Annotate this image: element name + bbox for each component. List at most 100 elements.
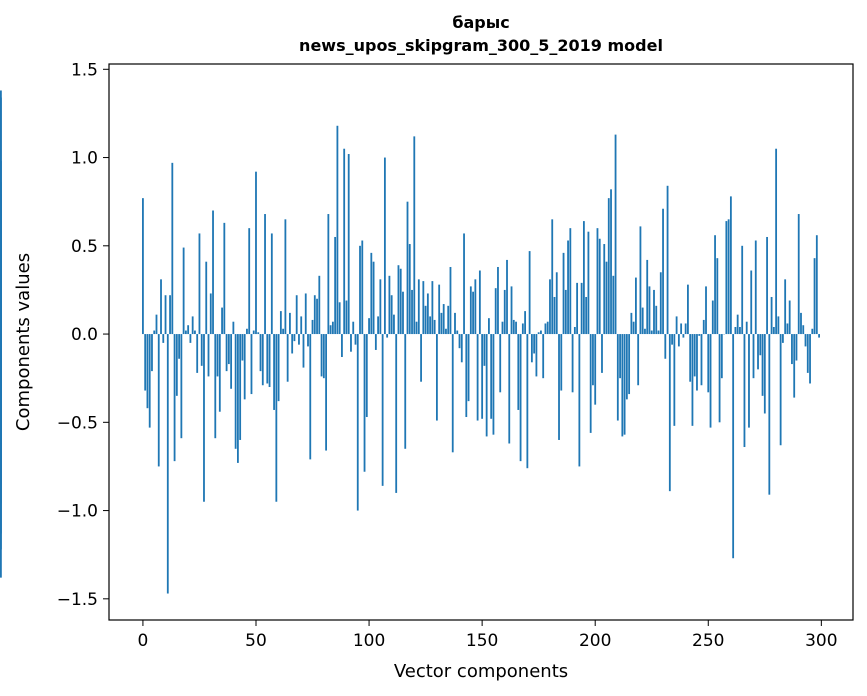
bar-component-94 [354,334,357,345]
bar-component-143 [465,334,468,418]
bar-component-291 [800,312,802,335]
bar-component-18 [182,247,185,335]
bar-component-26 [200,334,203,366]
bar-component-251 [709,334,712,428]
bar-component-100 [368,318,370,335]
bar-component-65 [289,312,291,335]
bar-component-283 [781,334,784,343]
bar-component-182 [553,296,556,335]
bar-component-149 [478,270,481,335]
bar-component-57 [270,233,273,335]
bar-component-212 [621,334,624,437]
bar-component-31 [212,210,214,335]
bar-component-176 [540,330,542,335]
chart-title: барыс [452,13,509,32]
bar-component-132 [440,312,443,335]
bar-component-83 [329,325,332,335]
bar-component-235 [673,334,676,426]
bar-component-54 [264,214,266,335]
bar-component-7 [157,334,160,467]
y-axis: −1.5 −1.0 −0.5 0.0 0.5 1.0 1.5 [57,60,109,610]
bar-component-231 [664,334,667,359]
bar-component-261 [732,334,735,559]
bar-component-72 [304,293,307,335]
bar-component-256 [720,334,723,379]
bar-component-284 [784,279,787,335]
bar-component-153 [488,318,490,335]
bar-component-194 [580,282,583,335]
bar-component-214 [625,334,628,400]
bar-component-151 [483,334,486,366]
bar-component-196 [585,296,588,335]
bar-component-106 [381,334,384,486]
bar-component-11 [166,334,169,594]
bar-component-73 [307,334,309,347]
bar-component-27 [203,334,205,502]
bar-component-55 [266,334,269,384]
bar-component-93 [352,321,355,335]
bar-component-115 [402,291,404,335]
bar-component-186 [562,252,565,335]
bar-component-166 [517,334,520,410]
bar-component-43 [239,334,242,440]
bar-component-190 [571,334,574,393]
bar-component-228 [657,330,660,335]
bar-component-234 [671,334,673,345]
bar-component-117 [406,201,409,335]
bar-component-102 [372,261,375,335]
bar-component-203 [601,334,603,373]
bar-component-103 [374,334,377,350]
x-tick-label: 200 [579,631,611,651]
bar-component-9 [162,334,165,343]
y-axis-label: Components values [13,253,34,431]
y-tick-label: −1.0 [57,502,98,522]
bar-component-92 [350,334,352,352]
bar-component-67 [293,334,296,342]
bar-component-155 [492,334,495,435]
bar-component-219 [637,334,640,386]
bar-component-173 [533,334,536,354]
bar-component-2 [146,334,149,409]
bar-component-30 [209,293,212,335]
bar-component-272 [757,334,759,370]
bar-component-270 [752,334,755,379]
bar-component-137 [451,334,454,453]
bar-component-211 [619,334,621,379]
bar-component-288 [793,334,796,398]
bar-component-193 [578,334,581,467]
bar-component-80 [322,334,325,379]
bar-component-169 [524,311,527,335]
bar-component-281 [777,316,780,335]
bar-component-265 [741,245,744,335]
bar-component-15 [175,334,178,396]
bar-component-244 [693,334,696,377]
bar-component-226 [653,289,655,335]
bar-component-290 [797,214,800,335]
bar-component-248 [702,319,705,335]
bar-component-66 [291,334,294,354]
bar-component-237 [677,334,680,347]
bar-component-105 [379,279,382,335]
bar-component-59 [275,334,278,502]
bar-component-269 [750,270,753,335]
bar-component-136 [449,266,452,335]
bar-component-195 [582,221,585,335]
bar-component-280 [775,148,778,335]
bar-component-274 [761,334,764,396]
bar-component-5 [153,330,156,335]
bar-component-252 [711,300,714,335]
bar-component-13 [171,162,174,335]
bar-component-174 [535,334,538,377]
bar-component-46 [246,328,248,335]
bar-component-87 [338,302,341,335]
bar-component-98 [363,334,366,472]
bar-component-undefined [0,334,2,444]
bar-component-142 [463,233,465,335]
bar-component-78 [318,275,321,335]
bar-component-36 [223,222,226,335]
bar-component-96 [359,245,361,335]
bar-component-135 [447,305,450,335]
bar-component-17 [180,334,183,439]
bar-component-175 [537,332,540,335]
x-tick-label: 300 [805,631,837,651]
